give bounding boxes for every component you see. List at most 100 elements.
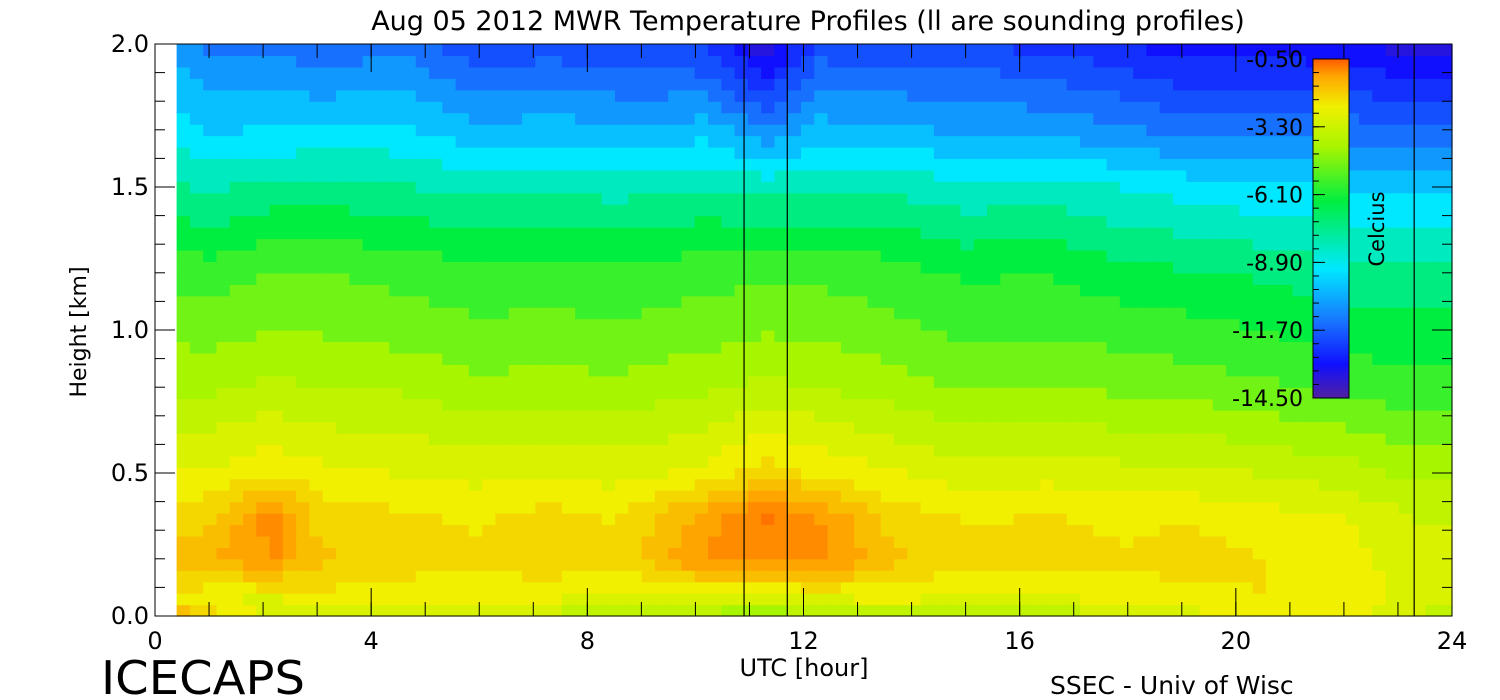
heatmap-cell (787, 604, 802, 617)
heatmap-cell (243, 501, 257, 514)
heatmap-cell (867, 89, 882, 102)
heatmap-cell (894, 295, 908, 308)
heatmap-cell (522, 89, 536, 102)
heatmap-cell (615, 558, 629, 571)
heatmap-cell (1398, 215, 1413, 228)
heatmap-cell (1013, 169, 1028, 182)
heatmap-cell (894, 261, 908, 274)
heatmap-cell (203, 341, 218, 354)
heatmap-cell (654, 387, 669, 400)
heatmap-cell (1013, 295, 1028, 308)
heatmap-cell (1040, 261, 1055, 274)
heatmap-cell (203, 330, 218, 343)
heatmap-cell (1013, 318, 1028, 331)
heatmap-cell (482, 375, 497, 388)
heatmap-cell (349, 261, 364, 274)
heatmap-cell (415, 455, 430, 468)
heatmap-cell (1226, 455, 1241, 468)
heatmap-cell (575, 341, 590, 354)
heatmap-cell (1332, 398, 1347, 411)
heatmap-cell (1199, 66, 1214, 79)
heatmap-cell (282, 387, 297, 400)
heatmap-cell (548, 135, 563, 148)
heatmap-cell (1053, 398, 1068, 411)
heatmap-cell (1212, 330, 1227, 343)
heatmap-cell (535, 490, 550, 503)
heatmap-cell (827, 318, 842, 331)
heatmap-cell (960, 135, 975, 148)
heatmap-cell (1372, 341, 1387, 354)
heatmap-cell (588, 307, 603, 320)
heatmap-cell (1066, 570, 1081, 583)
heatmap-cell (947, 513, 962, 526)
heatmap-cell (1398, 535, 1413, 548)
heatmap-cell (349, 570, 364, 583)
heatmap-cell (415, 204, 430, 217)
heatmap-cell (681, 341, 696, 354)
heatmap-cell (854, 307, 869, 320)
heatmap-cell (1133, 181, 1148, 194)
heatmap-cell (189, 535, 204, 548)
heatmap-cell (561, 158, 576, 171)
heatmap-cell (1040, 341, 1055, 354)
heatmap-cell (229, 227, 244, 240)
heatmap-cell (987, 535, 1001, 548)
heatmap-cell (1252, 66, 1267, 79)
heatmap-cell (535, 112, 550, 125)
heatmap-cell (1133, 146, 1148, 159)
heatmap-cell (176, 364, 191, 377)
heatmap-cell (176, 158, 191, 171)
heatmap-cell (296, 410, 311, 423)
heatmap-cell (1372, 204, 1387, 217)
heatmap-cell (336, 215, 350, 228)
heatmap-cell (654, 249, 669, 262)
heatmap-cell (947, 204, 962, 217)
heatmap-cell (920, 215, 935, 228)
heatmap-cell (761, 66, 776, 79)
heatmap-cell (721, 66, 736, 79)
heatmap-cell (535, 66, 550, 79)
heatmap-cell (654, 375, 669, 388)
heatmap-cell (1199, 204, 1214, 217)
heatmap-cell (349, 284, 364, 297)
heatmap-cell (1133, 570, 1148, 583)
heatmap-cell (402, 421, 417, 434)
heatmap-cell (880, 215, 895, 228)
heatmap-cell (894, 593, 908, 606)
heatmap-cell (615, 581, 629, 594)
heatmap-cell (880, 204, 895, 217)
heatmap-cell (176, 307, 191, 320)
heatmap-cell (840, 192, 855, 205)
heatmap-cell (721, 455, 736, 468)
heatmap-cell (1186, 341, 1201, 354)
heatmap-cell (774, 66, 789, 79)
heatmap-cell (1000, 101, 1015, 114)
heatmap-cell (668, 112, 683, 125)
heatmap-cell (548, 581, 563, 594)
heatmap-cell (681, 169, 696, 182)
heatmap-cell (840, 295, 855, 308)
heatmap-cell (668, 238, 683, 251)
heatmap-cell (189, 593, 204, 606)
heatmap-cell (296, 535, 311, 548)
heatmap-cell (1385, 295, 1400, 308)
heatmap-cell (654, 501, 669, 514)
heatmap-cell (508, 398, 523, 411)
heatmap-cell (1266, 387, 1280, 400)
heatmap-cell (1226, 410, 1241, 423)
heatmap-cell (1093, 410, 1108, 423)
heatmap-cell (535, 146, 550, 159)
heatmap-cell (840, 547, 855, 560)
heatmap-cell (243, 604, 257, 617)
heatmap-cell (468, 238, 483, 251)
heatmap-cell (282, 318, 297, 331)
heatmap-cell (1266, 524, 1280, 537)
heatmap-cell (522, 535, 536, 548)
heatmap-cell (973, 89, 988, 102)
heatmap-cell (309, 89, 324, 102)
heatmap-cell (973, 135, 988, 148)
heatmap-cell (1026, 387, 1041, 400)
heatmap-cell (681, 181, 696, 194)
heatmap-cell (1398, 318, 1413, 331)
heatmap-cell (880, 421, 895, 434)
